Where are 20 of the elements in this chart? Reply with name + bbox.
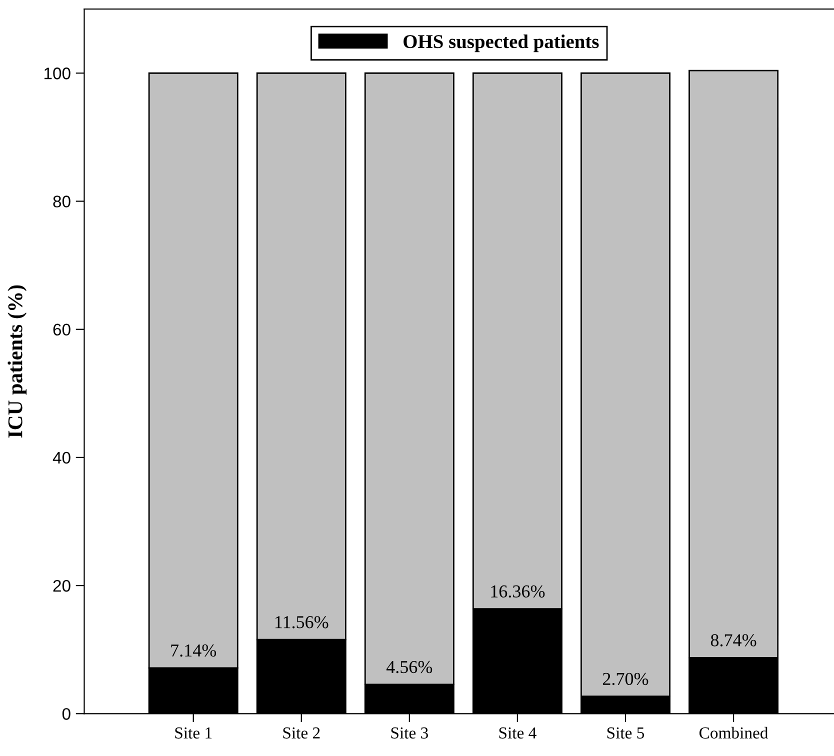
y-tick-label: 60 bbox=[53, 324, 70, 336]
data-label: 4.56% bbox=[386, 660, 432, 674]
x-tick-label: Site 2 bbox=[283, 727, 320, 739]
data-label: 2.70% bbox=[602, 672, 648, 686]
x-tick-label: Site 3 bbox=[391, 727, 428, 739]
y-tick-label: 80 bbox=[53, 196, 70, 208]
data-label: 11.56% bbox=[275, 616, 328, 628]
y-tick-label: 40 bbox=[52, 452, 70, 464]
x-tick-label: Site 5 bbox=[607, 727, 644, 739]
legend-label: OHS suspected patients bbox=[404, 34, 599, 52]
x-tick-label: Combined bbox=[699, 726, 768, 739]
y-axis-title: ICU patients (%) bbox=[8, 285, 27, 438]
data-label: 8.74% bbox=[710, 634, 756, 646]
y-tick-label: 20 bbox=[53, 580, 70, 592]
data-label: 7.14% bbox=[171, 644, 216, 657]
y-tick-label: 0 bbox=[62, 708, 70, 720]
x-tick-label: Site 4 bbox=[499, 727, 536, 739]
x-tick-label: Site 1 bbox=[175, 727, 212, 739]
y-tick-label: 100 bbox=[44, 68, 70, 80]
data-label: 16.36% bbox=[491, 585, 545, 598]
